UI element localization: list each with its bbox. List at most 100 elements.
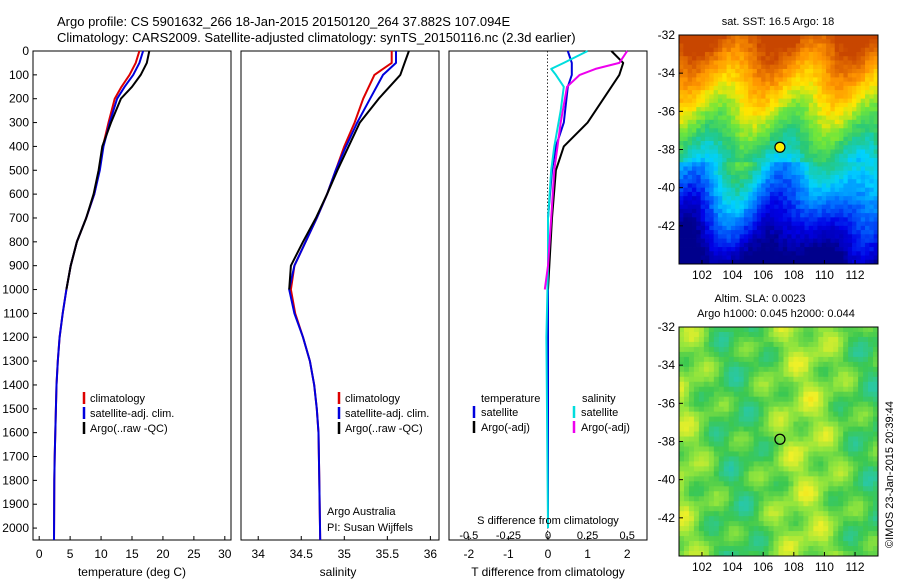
sst-cell xyxy=(787,111,792,116)
sst-cell xyxy=(748,157,753,163)
sst-cell xyxy=(748,191,753,197)
sla-cell xyxy=(813,496,819,502)
sla-cell xyxy=(743,441,750,447)
sst-cell xyxy=(696,242,702,248)
sla-cell xyxy=(848,336,854,343)
sla-cell xyxy=(708,351,715,358)
sla-cell xyxy=(713,476,720,482)
sst-cell xyxy=(726,238,732,244)
sst-cell xyxy=(700,242,706,248)
sla-cell xyxy=(703,391,710,398)
sst-cell xyxy=(752,124,758,129)
sst-cell xyxy=(795,234,801,239)
sst-cell xyxy=(756,102,762,108)
sla-cell xyxy=(738,511,745,517)
sla-cell xyxy=(743,381,750,388)
sla-cell xyxy=(853,346,859,353)
sst-cell xyxy=(687,251,693,256)
sla-cell xyxy=(828,391,834,398)
sst-cell xyxy=(778,98,784,104)
sla-cell xyxy=(798,381,804,388)
sla-cell xyxy=(688,356,695,363)
sst-cell xyxy=(730,132,736,138)
sla-cell xyxy=(783,551,789,557)
sst-cell xyxy=(691,56,697,61)
sla-cell xyxy=(763,481,769,487)
sst-cell xyxy=(739,179,745,184)
sst-cell xyxy=(713,242,719,248)
sla-cell xyxy=(873,501,879,507)
sst-cell xyxy=(873,234,879,239)
sst-cell xyxy=(821,35,827,40)
sla-cell xyxy=(768,426,774,432)
sla-cell xyxy=(858,456,864,462)
sst-cell xyxy=(834,128,840,133)
sst-cell xyxy=(856,255,862,261)
sst-cell xyxy=(791,187,797,193)
sst-cell xyxy=(834,107,840,112)
sla-cell xyxy=(753,446,760,452)
sla-cell xyxy=(828,421,834,427)
sst-cell xyxy=(679,111,684,116)
sst-cell xyxy=(821,51,827,57)
sst-cell xyxy=(726,230,732,235)
depth-tick-label: 1100 xyxy=(3,306,29,320)
sst-cell xyxy=(787,217,792,222)
sla-cell xyxy=(683,376,690,383)
sla-cell xyxy=(833,391,839,398)
sla-cell xyxy=(703,421,710,427)
sst-cell xyxy=(765,90,771,95)
sst-cell xyxy=(804,43,810,49)
sst-cell xyxy=(873,115,879,121)
sla-cell xyxy=(733,327,740,333)
sst-cell xyxy=(817,204,823,210)
sla-cell xyxy=(703,456,710,462)
sla-cell xyxy=(718,531,725,537)
sst-cell xyxy=(778,200,784,206)
sla-cell xyxy=(823,446,829,452)
sla-cell xyxy=(688,496,695,502)
sla-cell xyxy=(798,441,804,447)
sla-cell xyxy=(733,466,740,472)
sla-cell xyxy=(868,536,874,542)
sla-cell xyxy=(723,401,730,408)
sla-cell xyxy=(858,391,864,398)
sst-cell xyxy=(808,242,814,248)
sla-cell xyxy=(763,331,769,338)
sst-cell xyxy=(808,225,814,231)
sst-cell xyxy=(730,153,736,159)
sst-cell xyxy=(808,73,814,78)
sla-cell xyxy=(848,476,854,482)
sst-map-axes: 102 104 106 108 110 112-32-34-36-38-40-42 xyxy=(658,28,865,282)
sla-cell xyxy=(708,401,715,408)
sst-cell xyxy=(743,47,749,53)
sst-cell xyxy=(869,170,875,176)
sst-cell xyxy=(700,60,706,66)
sla-cell xyxy=(698,426,705,432)
sla-cell xyxy=(688,351,695,358)
sst-cell xyxy=(839,242,844,248)
sla-cell xyxy=(848,471,854,477)
sst-cell xyxy=(873,111,879,116)
sst-cell xyxy=(756,149,762,155)
sst-cell xyxy=(791,191,797,197)
sst-cell xyxy=(717,251,723,256)
sla-cell xyxy=(713,391,720,398)
sla-cell xyxy=(848,441,854,447)
sla-cell xyxy=(798,526,804,532)
sla-cell xyxy=(713,481,720,487)
sla-cell xyxy=(783,456,789,462)
sla-cell xyxy=(803,546,809,552)
sst-cell xyxy=(852,81,857,87)
sst-cell xyxy=(735,145,740,150)
sla-cell xyxy=(733,546,740,552)
sla-cell xyxy=(843,366,849,373)
sst-cell xyxy=(804,149,810,155)
sst-cell xyxy=(743,145,749,150)
sla-cell xyxy=(693,411,700,418)
sst-cell xyxy=(722,191,727,197)
sst-cell xyxy=(704,200,710,206)
sla-cell xyxy=(823,421,829,427)
sst-cell xyxy=(713,196,719,201)
sst-cell xyxy=(769,242,775,248)
